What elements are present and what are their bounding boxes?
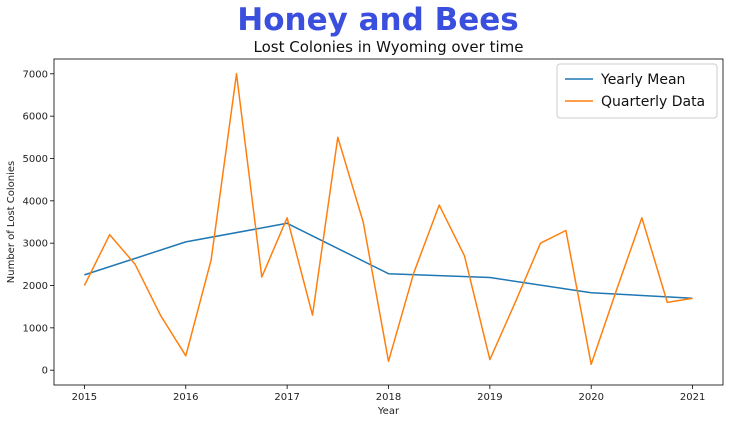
y-tick-label: 4000 — [23, 196, 48, 207]
y-tick-label: 7000 — [23, 69, 48, 80]
axes: 2015 2016 2017 2018 2019 2020 2021 0 1000 2000 300… — [23, 58, 724, 403]
y-axis-label: Number of Lost Colonies — [6, 161, 17, 283]
y-tick-label: 2000 — [23, 281, 48, 292]
x-tick-label: 2021 — [680, 392, 705, 403]
x-tick-label: 2016 — [173, 392, 198, 403]
y-tick-label: 1000 — [23, 323, 48, 334]
y-tick-label: 6000 — [23, 112, 48, 123]
legend-box — [556, 63, 718, 119]
figure-suptitle: Honey and Bees — [237, 2, 519, 38]
legend-label: Yearly Mean — [600, 72, 685, 88]
x-tick-label: 2015 — [72, 392, 97, 403]
series-layer — [83, 73, 693, 366]
legend: Yearly Mean Quarterly Data — [556, 63, 718, 119]
x-tick-label: 2017 — [274, 392, 299, 403]
series-line-1 — [84, 222, 693, 299]
legend-label: Quarterly Data — [601, 94, 705, 110]
y-tick-label: 5000 — [23, 154, 48, 165]
x-tick-label: 2020 — [579, 392, 604, 403]
x-axis-label: Year — [377, 406, 400, 417]
y-tick-label: 3000 — [23, 239, 48, 250]
chart-title: Lost Colonies in Wyoming over time — [254, 38, 524, 56]
series-line-2 — [83, 73, 693, 366]
x-tick-label: 2019 — [477, 392, 502, 403]
y-tick-label: 0 — [42, 366, 48, 377]
x-tick-label: 2018 — [376, 392, 401, 403]
